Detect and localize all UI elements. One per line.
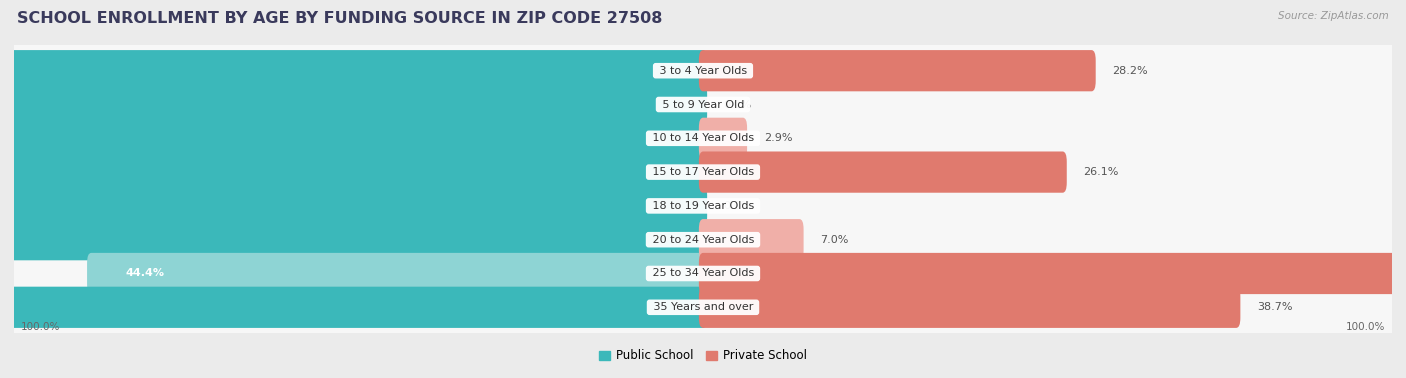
FancyBboxPatch shape bbox=[0, 287, 707, 328]
FancyBboxPatch shape bbox=[0, 118, 707, 159]
Text: 18 to 19 Year Olds: 18 to 19 Year Olds bbox=[648, 201, 758, 211]
FancyBboxPatch shape bbox=[699, 152, 1067, 193]
FancyBboxPatch shape bbox=[11, 107, 1395, 170]
Text: 38.7%: 38.7% bbox=[1257, 302, 1292, 312]
FancyBboxPatch shape bbox=[87, 253, 707, 294]
FancyBboxPatch shape bbox=[11, 73, 1395, 136]
Text: 3 to 4 Year Olds: 3 to 4 Year Olds bbox=[655, 66, 751, 76]
FancyBboxPatch shape bbox=[11, 208, 1395, 271]
Text: 0.0%: 0.0% bbox=[724, 99, 752, 110]
FancyBboxPatch shape bbox=[11, 241, 1395, 306]
Text: 5 to 9 Year Old: 5 to 9 Year Old bbox=[658, 99, 748, 110]
Text: 26.1%: 26.1% bbox=[1083, 167, 1119, 177]
FancyBboxPatch shape bbox=[699, 219, 804, 260]
Text: 35 Years and over: 35 Years and over bbox=[650, 302, 756, 312]
FancyBboxPatch shape bbox=[699, 253, 1406, 294]
FancyBboxPatch shape bbox=[11, 276, 1395, 339]
FancyBboxPatch shape bbox=[0, 84, 707, 125]
FancyBboxPatch shape bbox=[0, 152, 707, 193]
Text: 10 to 14 Year Olds: 10 to 14 Year Olds bbox=[648, 133, 758, 143]
Legend: Public School, Private School: Public School, Private School bbox=[593, 344, 813, 367]
FancyBboxPatch shape bbox=[11, 207, 1395, 272]
Text: Source: ZipAtlas.com: Source: ZipAtlas.com bbox=[1278, 11, 1389, 21]
Text: 44.4%: 44.4% bbox=[125, 268, 165, 279]
FancyBboxPatch shape bbox=[0, 219, 707, 260]
FancyBboxPatch shape bbox=[11, 72, 1395, 137]
Text: SCHOOL ENROLLMENT BY AGE BY FUNDING SOURCE IN ZIP CODE 27508: SCHOOL ENROLLMENT BY AGE BY FUNDING SOUR… bbox=[17, 11, 662, 26]
FancyBboxPatch shape bbox=[11, 38, 1395, 103]
Text: 2.9%: 2.9% bbox=[763, 133, 792, 143]
Text: 100.0%: 100.0% bbox=[1346, 322, 1385, 332]
Text: 28.2%: 28.2% bbox=[1112, 66, 1147, 76]
FancyBboxPatch shape bbox=[699, 50, 1095, 91]
FancyBboxPatch shape bbox=[11, 106, 1395, 171]
FancyBboxPatch shape bbox=[11, 140, 1395, 204]
Text: 100.0%: 100.0% bbox=[21, 322, 60, 332]
FancyBboxPatch shape bbox=[11, 174, 1395, 239]
FancyBboxPatch shape bbox=[11, 174, 1395, 238]
FancyBboxPatch shape bbox=[0, 50, 707, 91]
FancyBboxPatch shape bbox=[11, 242, 1395, 305]
Text: 7.0%: 7.0% bbox=[820, 235, 848, 245]
Text: 0.0%: 0.0% bbox=[724, 201, 752, 211]
Text: 25 to 34 Year Olds: 25 to 34 Year Olds bbox=[648, 268, 758, 279]
Text: 15 to 17 Year Olds: 15 to 17 Year Olds bbox=[648, 167, 758, 177]
FancyBboxPatch shape bbox=[699, 118, 747, 159]
FancyBboxPatch shape bbox=[699, 287, 1240, 328]
FancyBboxPatch shape bbox=[11, 275, 1395, 340]
FancyBboxPatch shape bbox=[11, 39, 1395, 102]
FancyBboxPatch shape bbox=[0, 185, 707, 226]
FancyBboxPatch shape bbox=[11, 139, 1395, 204]
Text: 20 to 24 Year Olds: 20 to 24 Year Olds bbox=[648, 235, 758, 245]
